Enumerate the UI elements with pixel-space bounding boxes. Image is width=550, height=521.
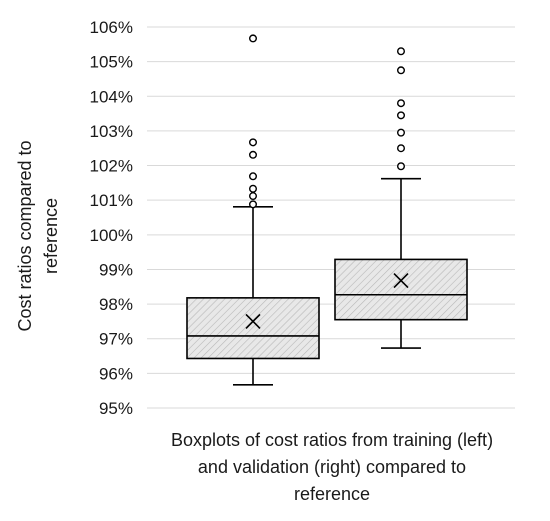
y-tick-label: 103%: [90, 122, 133, 141]
outlier-point: [397, 47, 406, 56]
boxplot-series: [186, 34, 468, 386]
outlier-point: [248, 34, 257, 43]
y-tick-label: 100%: [90, 226, 133, 245]
outlier-point: [397, 111, 406, 120]
boxplot-2: [334, 47, 468, 349]
x-axis-title-line-1: Boxplots of cost ratios from training (l…: [171, 430, 493, 450]
y-tick-label: 106%: [90, 18, 133, 37]
outlier-point: [397, 128, 406, 137]
outlier-point: [397, 99, 406, 108]
x-axis-title-line-3: reference: [294, 484, 370, 504]
y-tick-label: 102%: [90, 157, 133, 176]
outlier-point: [248, 138, 257, 147]
y-tick-label: 104%: [90, 87, 133, 106]
outlier-point: [397, 144, 406, 153]
y-tick-label: 101%: [90, 191, 133, 210]
mean-marker: [245, 313, 261, 329]
outlier-point: [397, 162, 406, 171]
y-tick-label: 105%: [90, 53, 133, 72]
mean-marker: [393, 272, 409, 289]
y-tick-label: 97%: [99, 330, 133, 349]
y-axis-tick-labels: 95% 96% 97% 98% 99% 100% 101% 102% 103% 104% 105% 1…: [90, 18, 133, 418]
iqr-box: [334, 258, 468, 321]
outlier-point: [248, 192, 257, 201]
y-tick-label: 96%: [99, 364, 133, 383]
outlier-point: [397, 66, 406, 75]
iqr-box: [186, 297, 320, 360]
y-tick-label: 95%: [99, 399, 133, 418]
boxplot-1: [186, 34, 320, 386]
y-axis-title-line-1: Cost ratios compared to: [15, 140, 35, 331]
y-tick-label: 98%: [99, 295, 133, 314]
outlier-point: [248, 184, 257, 193]
y-tick-label: 99%: [99, 260, 133, 279]
y-axis-title-line-2: reference: [41, 198, 61, 274]
outlier-point: [248, 150, 257, 159]
x-axis-title-line-2: and validation (right) compared to: [198, 457, 466, 477]
outlier-point: [248, 172, 257, 181]
outlier-point: [248, 200, 257, 209]
